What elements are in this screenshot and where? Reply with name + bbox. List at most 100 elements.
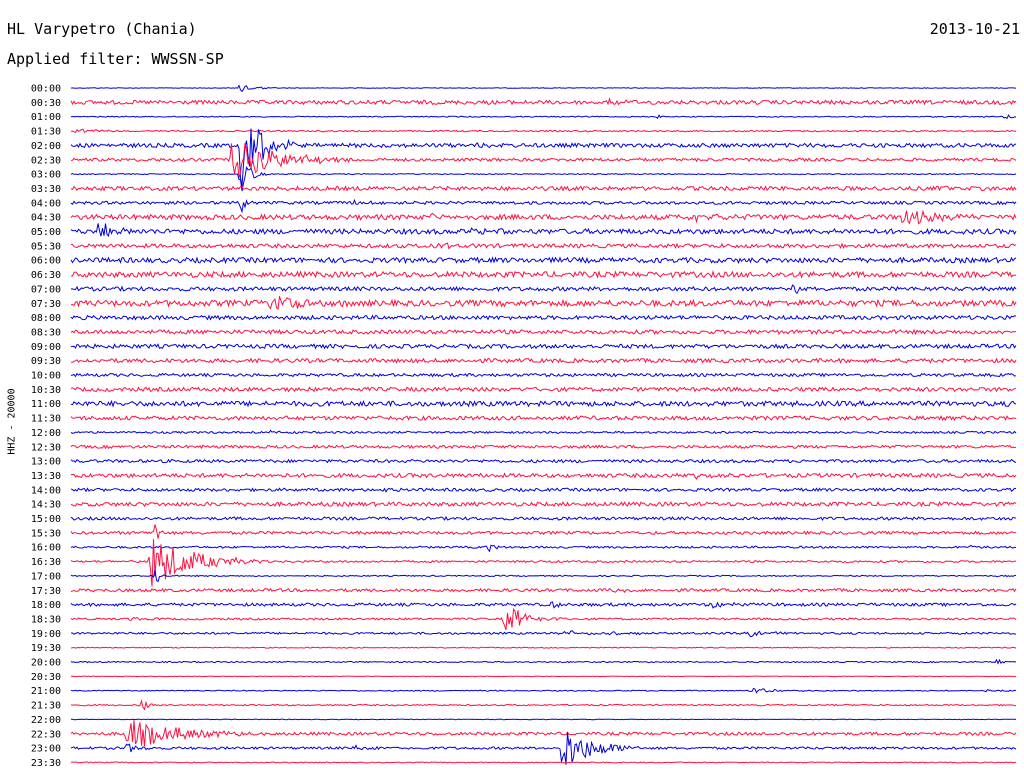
trace-line	[70, 284, 1017, 295]
filter-label: Applied filter: WWSSN-SP	[7, 50, 224, 68]
time-tick-label: 06:30	[31, 270, 61, 281]
trace-line	[70, 699, 1017, 711]
trace-line	[70, 198, 1017, 214]
trace-line	[70, 128, 1017, 134]
trace-line	[70, 732, 1017, 765]
time-tick-label: 12:00	[31, 428, 61, 439]
trace-line	[70, 720, 1017, 747]
time-tick-label: 11:30	[31, 414, 61, 425]
trace-line	[70, 296, 1017, 310]
trace-line	[70, 601, 1017, 609]
time-tick-label: 13:30	[31, 471, 61, 482]
date-label: 2013-10-21	[929, 20, 1020, 38]
time-tick-label: 04:30	[31, 213, 61, 224]
time-tick-label: 01:00	[31, 112, 61, 123]
trace-line	[70, 84, 1017, 93]
time-tick-label: 08:30	[31, 327, 61, 338]
trace-line	[70, 675, 1016, 678]
trace-line	[70, 223, 1017, 238]
time-tick-label: 03:30	[31, 184, 61, 195]
time-tick-label: 08:00	[31, 313, 61, 324]
time-tick-label: 22:30	[31, 729, 61, 740]
trace-line	[70, 570, 1017, 583]
time-tick-label: 03:00	[31, 170, 61, 181]
trace-line	[70, 372, 1017, 378]
time-tick-label: 06:00	[31, 256, 61, 267]
time-tick-label: 05:30	[31, 241, 61, 252]
trace-line	[70, 209, 1017, 225]
time-tick-label: 17:00	[31, 571, 61, 582]
trace-line	[70, 328, 1017, 336]
trace-line	[70, 539, 1017, 587]
trace-line	[70, 515, 1017, 521]
time-tick-label: 23:30	[31, 758, 61, 769]
trace-line	[70, 242, 1017, 250]
trace-line	[70, 501, 1017, 508]
trace-line	[70, 607, 1017, 631]
time-tick-label: 10:30	[31, 385, 61, 396]
trace-line	[70, 544, 1017, 553]
time-tick-label: 05:00	[31, 227, 61, 238]
trace-line	[70, 399, 1017, 408]
trace-line	[70, 270, 1017, 279]
time-tick-label: 11:00	[31, 399, 61, 410]
time-tick-label: 09:30	[31, 356, 61, 367]
trace-line	[70, 128, 1017, 187]
time-tick-label: 07:30	[31, 299, 61, 310]
time-tick-label: 02:00	[31, 141, 61, 152]
trace-line	[70, 458, 1017, 464]
time-tick-label: 16:00	[31, 543, 61, 554]
time-tick-label: 15:00	[31, 514, 61, 525]
time-tick-label: 19:30	[31, 643, 61, 654]
trace-line	[70, 429, 1017, 435]
trace-line	[70, 185, 1017, 192]
time-tick-label: 02:30	[31, 155, 61, 166]
time-tick-label: 16:30	[31, 557, 61, 568]
time-tick-label: 18:30	[31, 614, 61, 625]
time-tick-label: 21:00	[31, 686, 61, 697]
time-tick-label: 23:00	[31, 744, 61, 755]
trace-line	[70, 646, 1017, 649]
trace-line	[70, 343, 1017, 350]
time-tick-label: 12:30	[31, 442, 61, 453]
trace-line	[70, 97, 1017, 106]
time-tick-label: 07:00	[31, 284, 61, 295]
time-tick-label: 14:30	[31, 500, 61, 511]
time-tick-label: 10:00	[31, 371, 61, 382]
time-tick-label: 18:00	[31, 600, 61, 611]
trace-line	[70, 386, 1017, 393]
time-tick-label: 19:00	[31, 629, 61, 640]
trace-line	[70, 256, 1017, 265]
time-tick-label: 01:30	[31, 127, 61, 138]
time-tick-label: 20:30	[31, 672, 61, 683]
trace-line	[70, 687, 1017, 694]
trace-line	[70, 658, 1017, 665]
trace-line	[71, 357, 1017, 364]
time-tick-label: 14:00	[31, 485, 61, 496]
time-tick-label: 20:00	[31, 658, 61, 669]
trace-line	[70, 165, 1017, 192]
trace-line	[70, 142, 1017, 179]
station-title: HL Varypetro (Chania)	[7, 20, 197, 38]
time-tick-label: 04:00	[31, 198, 61, 209]
time-tick-label: 00:00	[31, 84, 61, 95]
trace-line	[70, 314, 1017, 321]
time-tick-label: 00:30	[31, 98, 61, 109]
trace-line	[70, 718, 1017, 721]
trace-line	[70, 524, 1017, 539]
time-tick-label: 13:00	[31, 457, 61, 468]
time-tick-label: 22:00	[31, 715, 61, 726]
trace-line	[70, 587, 1017, 594]
time-tick-label: 17:30	[31, 586, 61, 597]
trace-line	[70, 472, 1017, 480]
trace-line	[70, 761, 1017, 764]
time-tick-label: 15:30	[31, 528, 61, 539]
trace-line	[71, 629, 1017, 638]
time-tick-label: 09:00	[31, 342, 61, 353]
trace-line	[70, 114, 1017, 120]
trace-line	[70, 444, 1017, 450]
time-tick-label: 21:30	[31, 701, 61, 712]
trace-line	[70, 487, 1017, 493]
trace-line	[70, 414, 1016, 422]
